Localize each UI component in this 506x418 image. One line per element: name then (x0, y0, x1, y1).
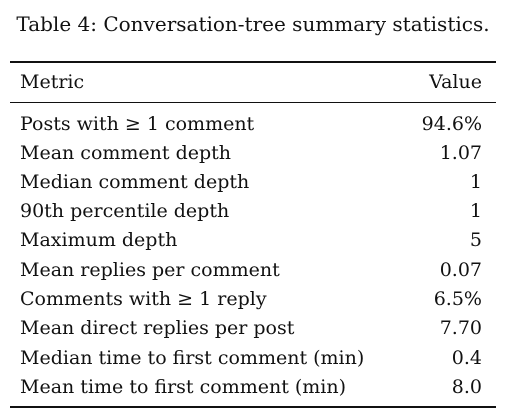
table-row: Mean time to first comment (min) 8.0 (20, 373, 482, 402)
table-row: Mean replies per comment 0.07 (20, 256, 482, 285)
table-row: Posts with ≥ 1 comment 94.6% (20, 110, 482, 139)
value-cell: 1.07 (439, 142, 482, 164)
table-header-row: Metric Value (20, 68, 482, 97)
value-cell: 1 (469, 200, 482, 222)
value-cell: 0.07 (439, 259, 482, 281)
table-row: Mean direct replies per post 7.70 (20, 314, 482, 343)
metric-cell: Median comment depth (20, 171, 250, 193)
table-row: 90th percentile depth 1 (20, 197, 482, 226)
value-cell: 1 (469, 171, 482, 193)
table-row: Comments with ≥ 1 reply 6.5% (20, 285, 482, 314)
column-header-metric: Metric (20, 71, 85, 93)
table-row: Median comment depth 1 (20, 168, 482, 197)
value-cell: 6.5% (433, 288, 482, 310)
value-cell: 5 (469, 229, 482, 251)
metric-cell: Comments with ≥ 1 reply (20, 288, 267, 310)
value-cell: 8.0 (451, 376, 482, 398)
value-cell: 94.6% (421, 113, 482, 135)
metric-cell: Mean time to first comment (min) (20, 376, 347, 398)
metric-cell: Mean replies per comment (20, 259, 280, 281)
table-caption: Table 4: Conversation-tree summary stati… (16, 12, 490, 36)
table-row: Maximum depth 5 (20, 226, 482, 255)
value-cell: 7.70 (439, 317, 482, 339)
metric-cell: Mean comment depth (20, 142, 232, 164)
table-row: Median time to first comment (min) 0.4 (20, 344, 482, 373)
table-bottom-rule (10, 406, 496, 408)
metric-cell: 90th percentile depth (20, 200, 230, 222)
table-top-rule (10, 61, 496, 63)
table-row: Mean comment depth 1.07 (20, 139, 482, 168)
metric-cell: Median time to first comment (min) (20, 347, 365, 369)
table-header-rule (10, 102, 496, 103)
metric-cell: Maximum depth (20, 229, 178, 251)
metric-cell: Posts with ≥ 1 comment (20, 113, 255, 135)
column-header-value: Value (429, 71, 482, 93)
metric-cell: Mean direct replies per post (20, 317, 295, 339)
value-cell: 0.4 (451, 347, 482, 369)
